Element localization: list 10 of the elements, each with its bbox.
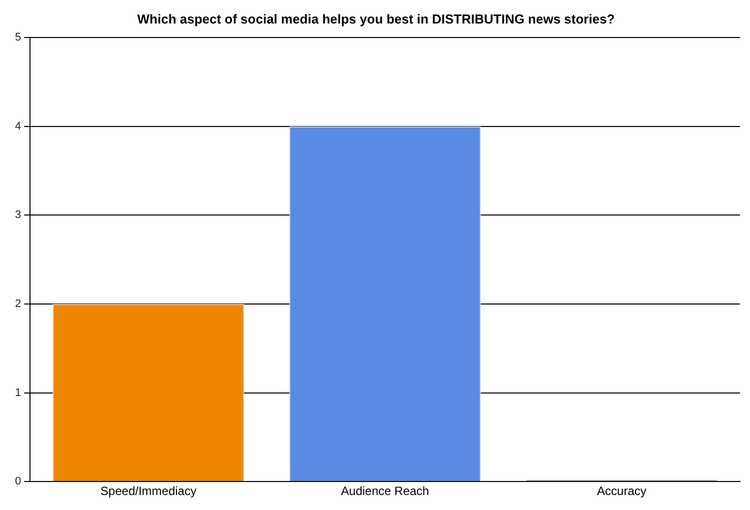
x-tick-label: Speed/Immediacy [100, 484, 196, 498]
y-tick-label: 1 [14, 386, 22, 399]
x-tick-label: Audience Reach [341, 484, 430, 498]
chart-title: Which aspect of social media helps you best in DISTRIBUTING news stories? [137, 11, 615, 26]
x-tick-label: Accuracy [597, 484, 646, 498]
y-tick-label: 3 [14, 209, 22, 222]
y-tick-label: 2 [14, 298, 22, 310]
y-tick-label: 4 [14, 120, 22, 132]
y-tick-label: 0 [14, 476, 22, 488]
y-tick-label: 5 [14, 32, 22, 44]
